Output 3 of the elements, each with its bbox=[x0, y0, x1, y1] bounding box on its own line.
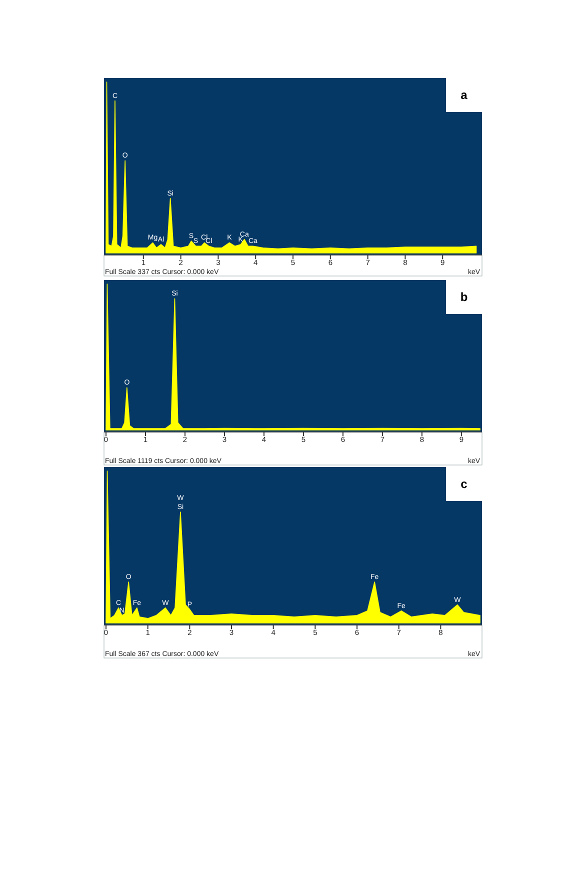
text: c bbox=[460, 477, 468, 491]
text: b bbox=[460, 290, 468, 304]
text: a bbox=[460, 88, 468, 102]
